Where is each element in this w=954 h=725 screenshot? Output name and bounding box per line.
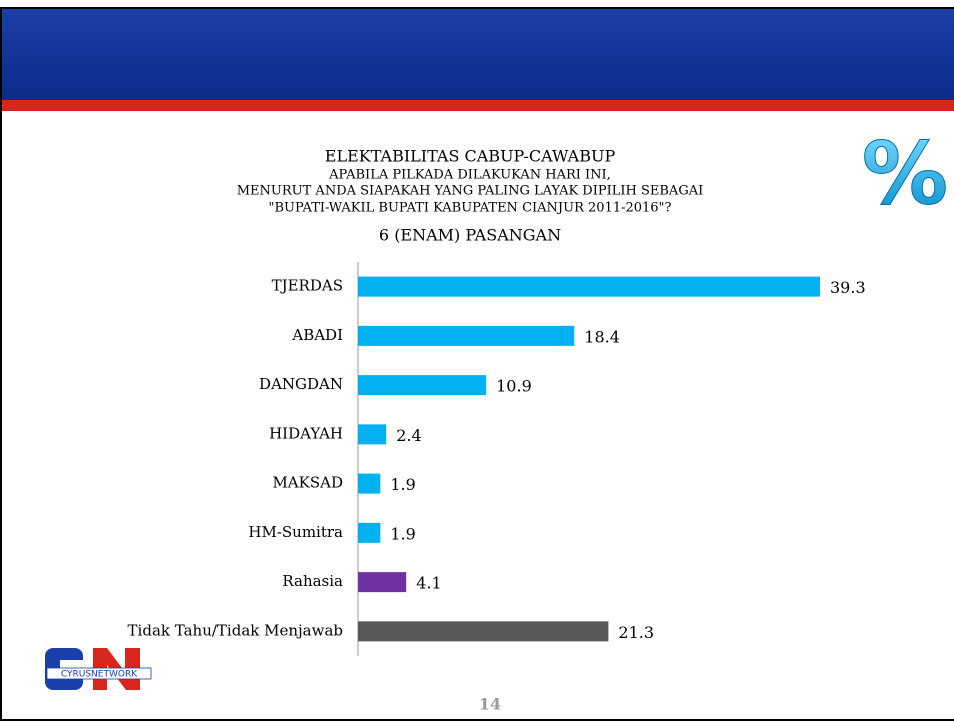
- category-label: Tidak Tahu/Tidak Menjawab: [128, 621, 343, 639]
- logo-text: CYRUSNETWORK: [61, 670, 138, 680]
- slide-frame: [1, 8, 954, 720]
- logo: CYRUSNETWORK: [45, 648, 151, 690]
- header-band: [2, 9, 954, 100]
- category-label: HM-Sumitra: [248, 523, 343, 541]
- category-label: ABADI: [291, 326, 343, 344]
- category-label: DANGDAN: [259, 375, 343, 393]
- chart-subtitle: MENURUT ANDA SIAPAKAH YANG PALING LAYAK …: [237, 184, 703, 199]
- bar: [358, 424, 386, 444]
- bar: [358, 621, 608, 641]
- bar: [358, 523, 380, 543]
- value-label: 10.9: [496, 377, 532, 396]
- category-label: MAKSAD: [272, 474, 343, 492]
- chart-caption: 6 (ENAM) PASANGAN: [379, 226, 561, 245]
- value-label: 2.4: [396, 426, 421, 445]
- category-label: HIDAYAH: [269, 424, 343, 442]
- page-number: 14: [479, 695, 501, 714]
- category-label: Rahasia: [282, 572, 343, 590]
- value-label: 1.9: [390, 475, 415, 494]
- chart-subtitle: APABILA PILKADA DILAKUKAN HARI INI,: [328, 168, 611, 183]
- value-label: 1.9: [390, 524, 415, 543]
- value-label: 18.4: [584, 327, 620, 346]
- bar: [358, 277, 820, 297]
- value-label: 21.3: [618, 623, 654, 642]
- badge: %: [862, 124, 948, 224]
- value-label: 4.1: [416, 574, 441, 593]
- bar: [358, 375, 486, 395]
- value-label: 39.3: [830, 278, 866, 297]
- chart-title: ELEKTABILITAS CABUP-CAWABUP: [325, 147, 616, 166]
- bar: [358, 572, 406, 592]
- category-label: TJERDAS: [272, 277, 343, 295]
- bar: [358, 326, 574, 346]
- header-stripe: [2, 100, 954, 111]
- bar: [358, 474, 380, 494]
- chart-subtitle: "BUPATI-WAKIL BUPATI KABUPATEN CIANJUR 2…: [268, 201, 671, 216]
- slide: % ELEKTABILITAS CABUP-CAWABUP APABILA PI…: [0, 0, 954, 721]
